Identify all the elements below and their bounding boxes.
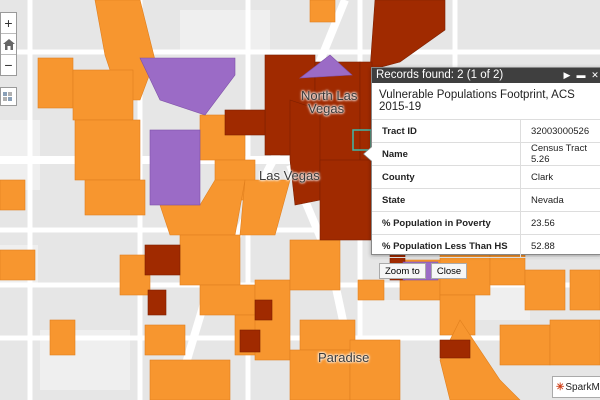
popup-header: Records found: 2 (1 of 2) ▶ ▬ ✕ <box>372 68 600 83</box>
field-value: Nevada <box>520 188 600 212</box>
table-row: % Population in Poverty 23.56 <box>372 211 600 235</box>
field-value: 23.56 <box>520 211 600 235</box>
layers-button[interactable] <box>0 87 17 106</box>
field-value: 52.88 <box>520 234 600 258</box>
field-label: % Population Less Than HS <box>372 234 521 258</box>
table-row: Name Census Tract 5.26 <box>372 142 600 166</box>
popup-actions: Zoom to Close <box>372 258 600 279</box>
field-label: County <box>372 165 521 189</box>
home-icon <box>2 38 15 50</box>
zoom-controls: + − <box>0 12 17 76</box>
field-label: Tract ID <box>372 120 521 143</box>
las-vegas-label: Las Vegas <box>259 168 320 183</box>
minimize-icon[interactable]: ▬ <box>576 70 586 80</box>
table-row: % Population Less Than HS 52.88 <box>372 234 600 258</box>
table-row: County Clark <box>372 165 600 189</box>
close-icon[interactable]: ✕ <box>591 70 599 80</box>
zoom-in-button[interactable]: + <box>1 13 16 34</box>
popup-title: Vulnerable Populations Footprint, ACS 20… <box>372 83 600 120</box>
field-value: 32003000526 <box>520 120 600 143</box>
close-button[interactable]: Close <box>430 263 468 279</box>
field-value: Clark <box>520 165 600 189</box>
field-label: % Population in Poverty <box>372 211 521 235</box>
records-found-text: Records found: 2 (1 of 2) <box>376 69 504 81</box>
table-row: State Nevada <box>372 188 600 212</box>
zoom-to-button[interactable]: Zoom to <box>379 263 426 279</box>
field-label: Name <box>372 142 521 166</box>
sparkmap-mark-icon: ✳ <box>556 381 565 393</box>
table-row: Tract ID 32003000526 <box>372 120 600 143</box>
tracts-purple <box>139 54 439 281</box>
attribute-table: Tract ID 32003000526 Name Census Tract 5.2… <box>372 120 600 258</box>
feature-popup: Records found: 2 (1 of 2) ▶ ▬ ✕ Vulnerab… <box>363 67 600 279</box>
field-value: Census Tract 5.26 <box>520 142 600 166</box>
sparkmap-logo-text: SparkMap <box>565 381 600 393</box>
north-las-vegas-label-2: Vegas <box>308 101 345 116</box>
zoom-out-button[interactable]: − <box>4 57 13 73</box>
north-las-vegas-label-1: North Las <box>301 88 358 103</box>
paradise-label: Paradise <box>318 350 370 365</box>
layers-icon <box>3 92 12 101</box>
field-label: State <box>372 188 521 212</box>
next-arrow-icon[interactable]: ▶ <box>563 70 571 80</box>
sparkmap-logo[interactable]: ✳ SparkMap <box>552 376 600 398</box>
home-button[interactable] <box>1 34 16 55</box>
